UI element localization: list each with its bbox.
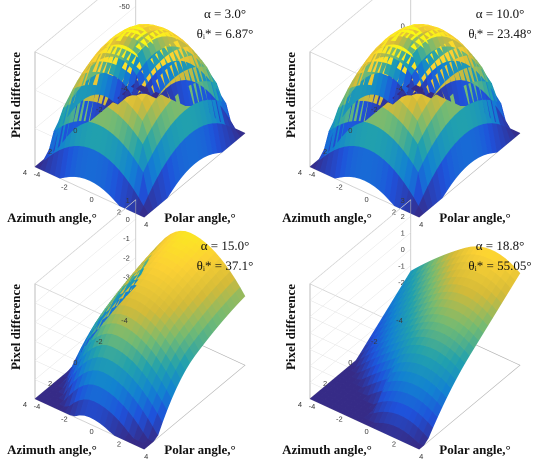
z-tick-label: 0 <box>401 21 405 30</box>
x-tick-label: 0 <box>348 358 352 367</box>
y-axis-label: Polar angle,° <box>164 442 235 457</box>
y-tick-label: 4 <box>419 452 423 461</box>
z-axis-label: Pixel difference <box>283 52 298 138</box>
z-tick-label: -50 <box>119 2 130 11</box>
y-tick-label: -4 <box>34 402 41 411</box>
y-axis-label: Polar angle,° <box>439 442 510 457</box>
z-tick-label: 3 <box>401 196 405 205</box>
y-tick-label: -4 <box>309 402 316 411</box>
z-tick-label: 0 <box>401 245 405 254</box>
x-tick-label: 2 <box>323 379 327 388</box>
x-tick-label: -2 <box>96 105 103 114</box>
y-tick-label: 4 <box>419 220 423 229</box>
surface-mesh <box>309 246 521 450</box>
z-tick-label: -1 <box>398 262 405 271</box>
x-axis-label: Azimuth angle,° <box>7 210 97 225</box>
y-tick-label: 4 <box>144 452 148 461</box>
x-tick-label: -2 <box>371 105 378 114</box>
x-tick-label: 2 <box>48 379 52 388</box>
y-axis-label: Polar angle,° <box>439 210 510 225</box>
x-axis-label: Azimuth angle,° <box>282 210 372 225</box>
y-tick-label: 0 <box>90 427 94 436</box>
x-tick-label: 4 <box>23 400 27 409</box>
x-axis-label: Azimuth angle,° <box>282 442 372 457</box>
x-tick-label: 0 <box>348 126 352 135</box>
x-tick-label: -4 <box>121 316 128 325</box>
surface-mesh <box>34 230 246 450</box>
x-tick-label: -4 <box>396 316 403 325</box>
y-tick-label: 0 <box>90 195 94 204</box>
x-tick-label: -4 <box>121 84 128 93</box>
alpha-annotation: α = 18.8° <box>476 238 525 253</box>
y-tick-label: -4 <box>309 170 316 179</box>
alpha-annotation: α = 15.0° <box>201 238 250 253</box>
x-tick-label: 2 <box>48 147 52 156</box>
x-tick-label: 2 <box>323 147 327 156</box>
z-tick-label: -1 <box>123 234 130 243</box>
alpha-annotation: α = 10.0° <box>476 6 525 21</box>
theta-annotation: θᵢ* = 23.48° <box>468 26 531 41</box>
y-tick-label: -4 <box>34 170 41 179</box>
y-tick-label: 2 <box>117 440 121 449</box>
z-tick-label: -3 <box>123 272 130 281</box>
y-tick-label: 4 <box>144 220 148 229</box>
y-tick-label: 2 <box>392 440 396 449</box>
y-tick-label: -2 <box>336 182 343 191</box>
x-tick-label: 0 <box>73 126 77 135</box>
x-axis-label: Azimuth angle,° <box>7 442 97 457</box>
x-tick-label: 4 <box>23 168 27 177</box>
x-tick-label: 4 <box>298 400 302 409</box>
theta-annotation: θᵢ* = 37.1° <box>197 258 254 273</box>
y-axis-label: Polar angle,° <box>164 210 235 225</box>
z-tick-label: 0 <box>126 215 130 224</box>
x-tick-label: -4 <box>396 84 403 93</box>
z-axis-label: Pixel difference <box>8 284 23 370</box>
surface-mesh <box>309 24 521 218</box>
z-tick-label: 2 <box>401 212 405 221</box>
surface-patch <box>509 129 521 138</box>
theta-annotation: θᵢ* = 55.05° <box>468 258 531 273</box>
y-tick-label: -2 <box>61 182 68 191</box>
alpha-annotation: α = 3.0° <box>204 6 246 21</box>
z-tick-label: -2 <box>398 278 405 287</box>
x-tick-label: 4 <box>298 168 302 177</box>
z-tick-label: 1 <box>126 196 130 205</box>
surface-patch <box>235 286 246 302</box>
y-tick-label: 0 <box>365 427 369 436</box>
y-tick-label: 2 <box>392 208 396 217</box>
y-tick-label: 2 <box>117 208 121 217</box>
surface-patch <box>234 129 246 138</box>
surface-mesh <box>34 24 246 218</box>
y-tick-label: 0 <box>365 195 369 204</box>
x-tick-label: 0 <box>73 358 77 367</box>
x-tick-label: -2 <box>371 337 378 346</box>
surface-patch <box>510 267 521 282</box>
z-tick-label: 1 <box>401 229 405 238</box>
theta-annotation: θᵢ* = 6.87° <box>197 26 254 41</box>
y-tick-label: -2 <box>336 414 343 423</box>
z-axis-label: Pixel difference <box>8 52 23 138</box>
y-tick-label: -2 <box>61 414 68 423</box>
z-tick-label: -2 <box>123 253 130 262</box>
z-axis-label: Pixel difference <box>283 284 298 370</box>
x-tick-label: -2 <box>96 337 103 346</box>
